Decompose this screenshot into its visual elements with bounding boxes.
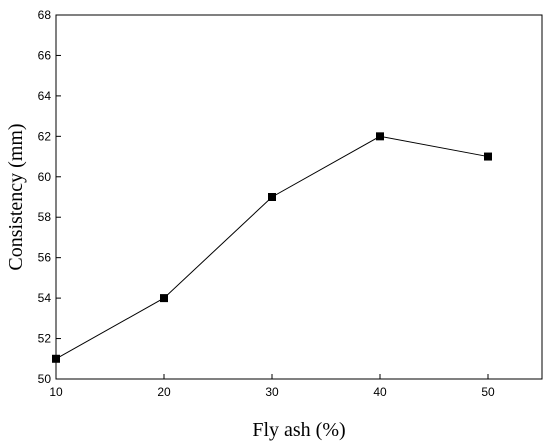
series-line [55, 135, 489, 360]
series-layer [52, 132, 492, 363]
x-tick-label: 10 [49, 385, 63, 399]
data-point [268, 193, 276, 201]
x-axis-title: Fly ash (%) [252, 419, 345, 441]
x-tick-label: 40 [373, 385, 387, 399]
y-tick-label: 66 [38, 48, 52, 62]
data-point [376, 132, 384, 141]
y-tick-label: 56 [38, 251, 52, 265]
data-point [160, 294, 168, 303]
y-tick-label: 54 [38, 291, 52, 305]
y-tick-label: 60 [38, 170, 52, 184]
y-tick-label: 58 [38, 210, 52, 224]
y-axis-title: Consistency (mm) [5, 123, 27, 270]
y-tick-label: 50 [38, 372, 52, 386]
data-point [484, 152, 492, 161]
x-axis-ticks: 10 20 30 40 50 [49, 374, 495, 399]
y-tick-label: 68 [38, 8, 52, 22]
x-tick-label: 50 [481, 385, 495, 399]
y-tick-label: 52 [38, 332, 52, 346]
plot-area-frame [55, 14, 543, 380]
data-point [52, 354, 60, 363]
y-tick-label: 64 [38, 89, 52, 103]
y-axis-ticks: 50 52 54 56 58 60 62 64 66 68 [38, 8, 61, 386]
x-tick-label: 30 [265, 385, 279, 399]
y-tick-label: 62 [38, 129, 52, 143]
x-tick-label: 20 [157, 385, 171, 399]
